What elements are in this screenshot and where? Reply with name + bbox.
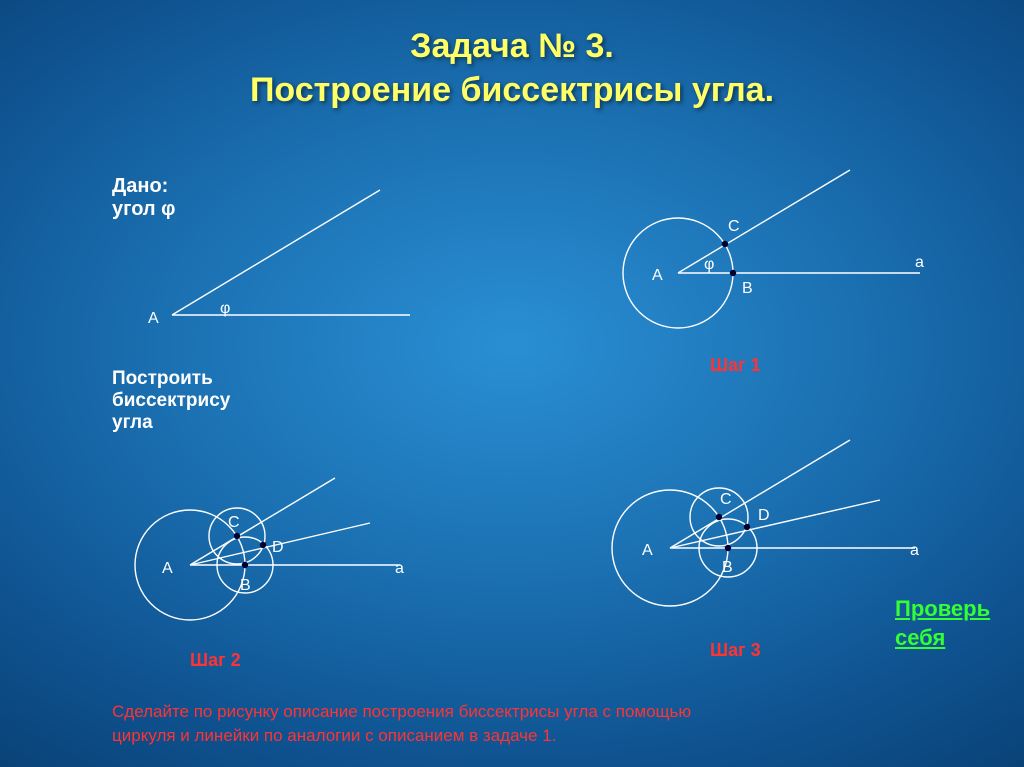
check-line-2: себя bbox=[895, 625, 945, 650]
slide-title: Задача № 3. Построение биссектрисы угла. bbox=[0, 0, 1024, 112]
label-C-s2: C bbox=[228, 514, 240, 531]
label-A-s3: A bbox=[642, 542, 653, 559]
label-B-s1: B bbox=[742, 280, 753, 297]
instruction-line-1: Сделайте по рисунку описание построения … bbox=[112, 702, 691, 721]
label-D-s3: D bbox=[758, 507, 770, 524]
label-C-s3: C bbox=[720, 491, 732, 508]
check-line-1: Проверь bbox=[895, 596, 990, 621]
label-B-s3: B bbox=[722, 559, 733, 576]
instruction-line-2: циркуля и линейки по аналогии с описание… bbox=[112, 726, 556, 745]
task-line-2: биссектрису bbox=[112, 390, 230, 411]
label-C-s1: C bbox=[728, 218, 740, 235]
label-phi-s1: φ bbox=[704, 256, 714, 273]
point-B-s2 bbox=[242, 562, 248, 568]
point-D-s2 bbox=[260, 542, 266, 548]
task-line-1: Построить bbox=[112, 368, 213, 389]
title-line-2: Построение биссектрисы угла. bbox=[250, 71, 774, 109]
label-a-s3: a bbox=[910, 542, 919, 559]
task-line-3: угла bbox=[112, 412, 153, 433]
point-C-s3 bbox=[716, 514, 722, 520]
check-yourself-link[interactable]: Проверь себя bbox=[895, 595, 990, 652]
point-C bbox=[722, 241, 728, 247]
label-B-s2: B bbox=[240, 577, 251, 594]
label-D-s2: D bbox=[272, 539, 284, 556]
step-2-label: Шаг 2 bbox=[190, 650, 241, 671]
point-D-s3 bbox=[744, 524, 750, 530]
point-C-s2 bbox=[234, 533, 240, 539]
step-1-label: Шаг 1 bbox=[710, 355, 761, 376]
label-A-s2: A bbox=[162, 560, 173, 577]
diagram-step-1: A B C φ a bbox=[570, 155, 950, 355]
task-block: Построить биссектрису угла bbox=[112, 368, 230, 434]
instruction-text: Сделайте по рисунку описание построения … bbox=[112, 700, 691, 748]
label-phi: φ bbox=[220, 300, 230, 317]
label-a-s1: a bbox=[915, 254, 924, 271]
point-B bbox=[730, 270, 736, 276]
point-B-s3 bbox=[725, 545, 731, 551]
diagram-given-angle: A φ bbox=[110, 165, 430, 365]
title-line-1: Задача № 3. bbox=[410, 27, 614, 65]
diagram-step-3: A B C D a bbox=[570, 420, 950, 630]
step-3-label: Шаг 3 bbox=[710, 640, 761, 661]
label-A-s1: A bbox=[652, 267, 663, 284]
diagram-step-2: A B C D a bbox=[100, 445, 430, 645]
label-a-s2: a bbox=[395, 560, 404, 577]
label-A: A bbox=[148, 310, 159, 327]
